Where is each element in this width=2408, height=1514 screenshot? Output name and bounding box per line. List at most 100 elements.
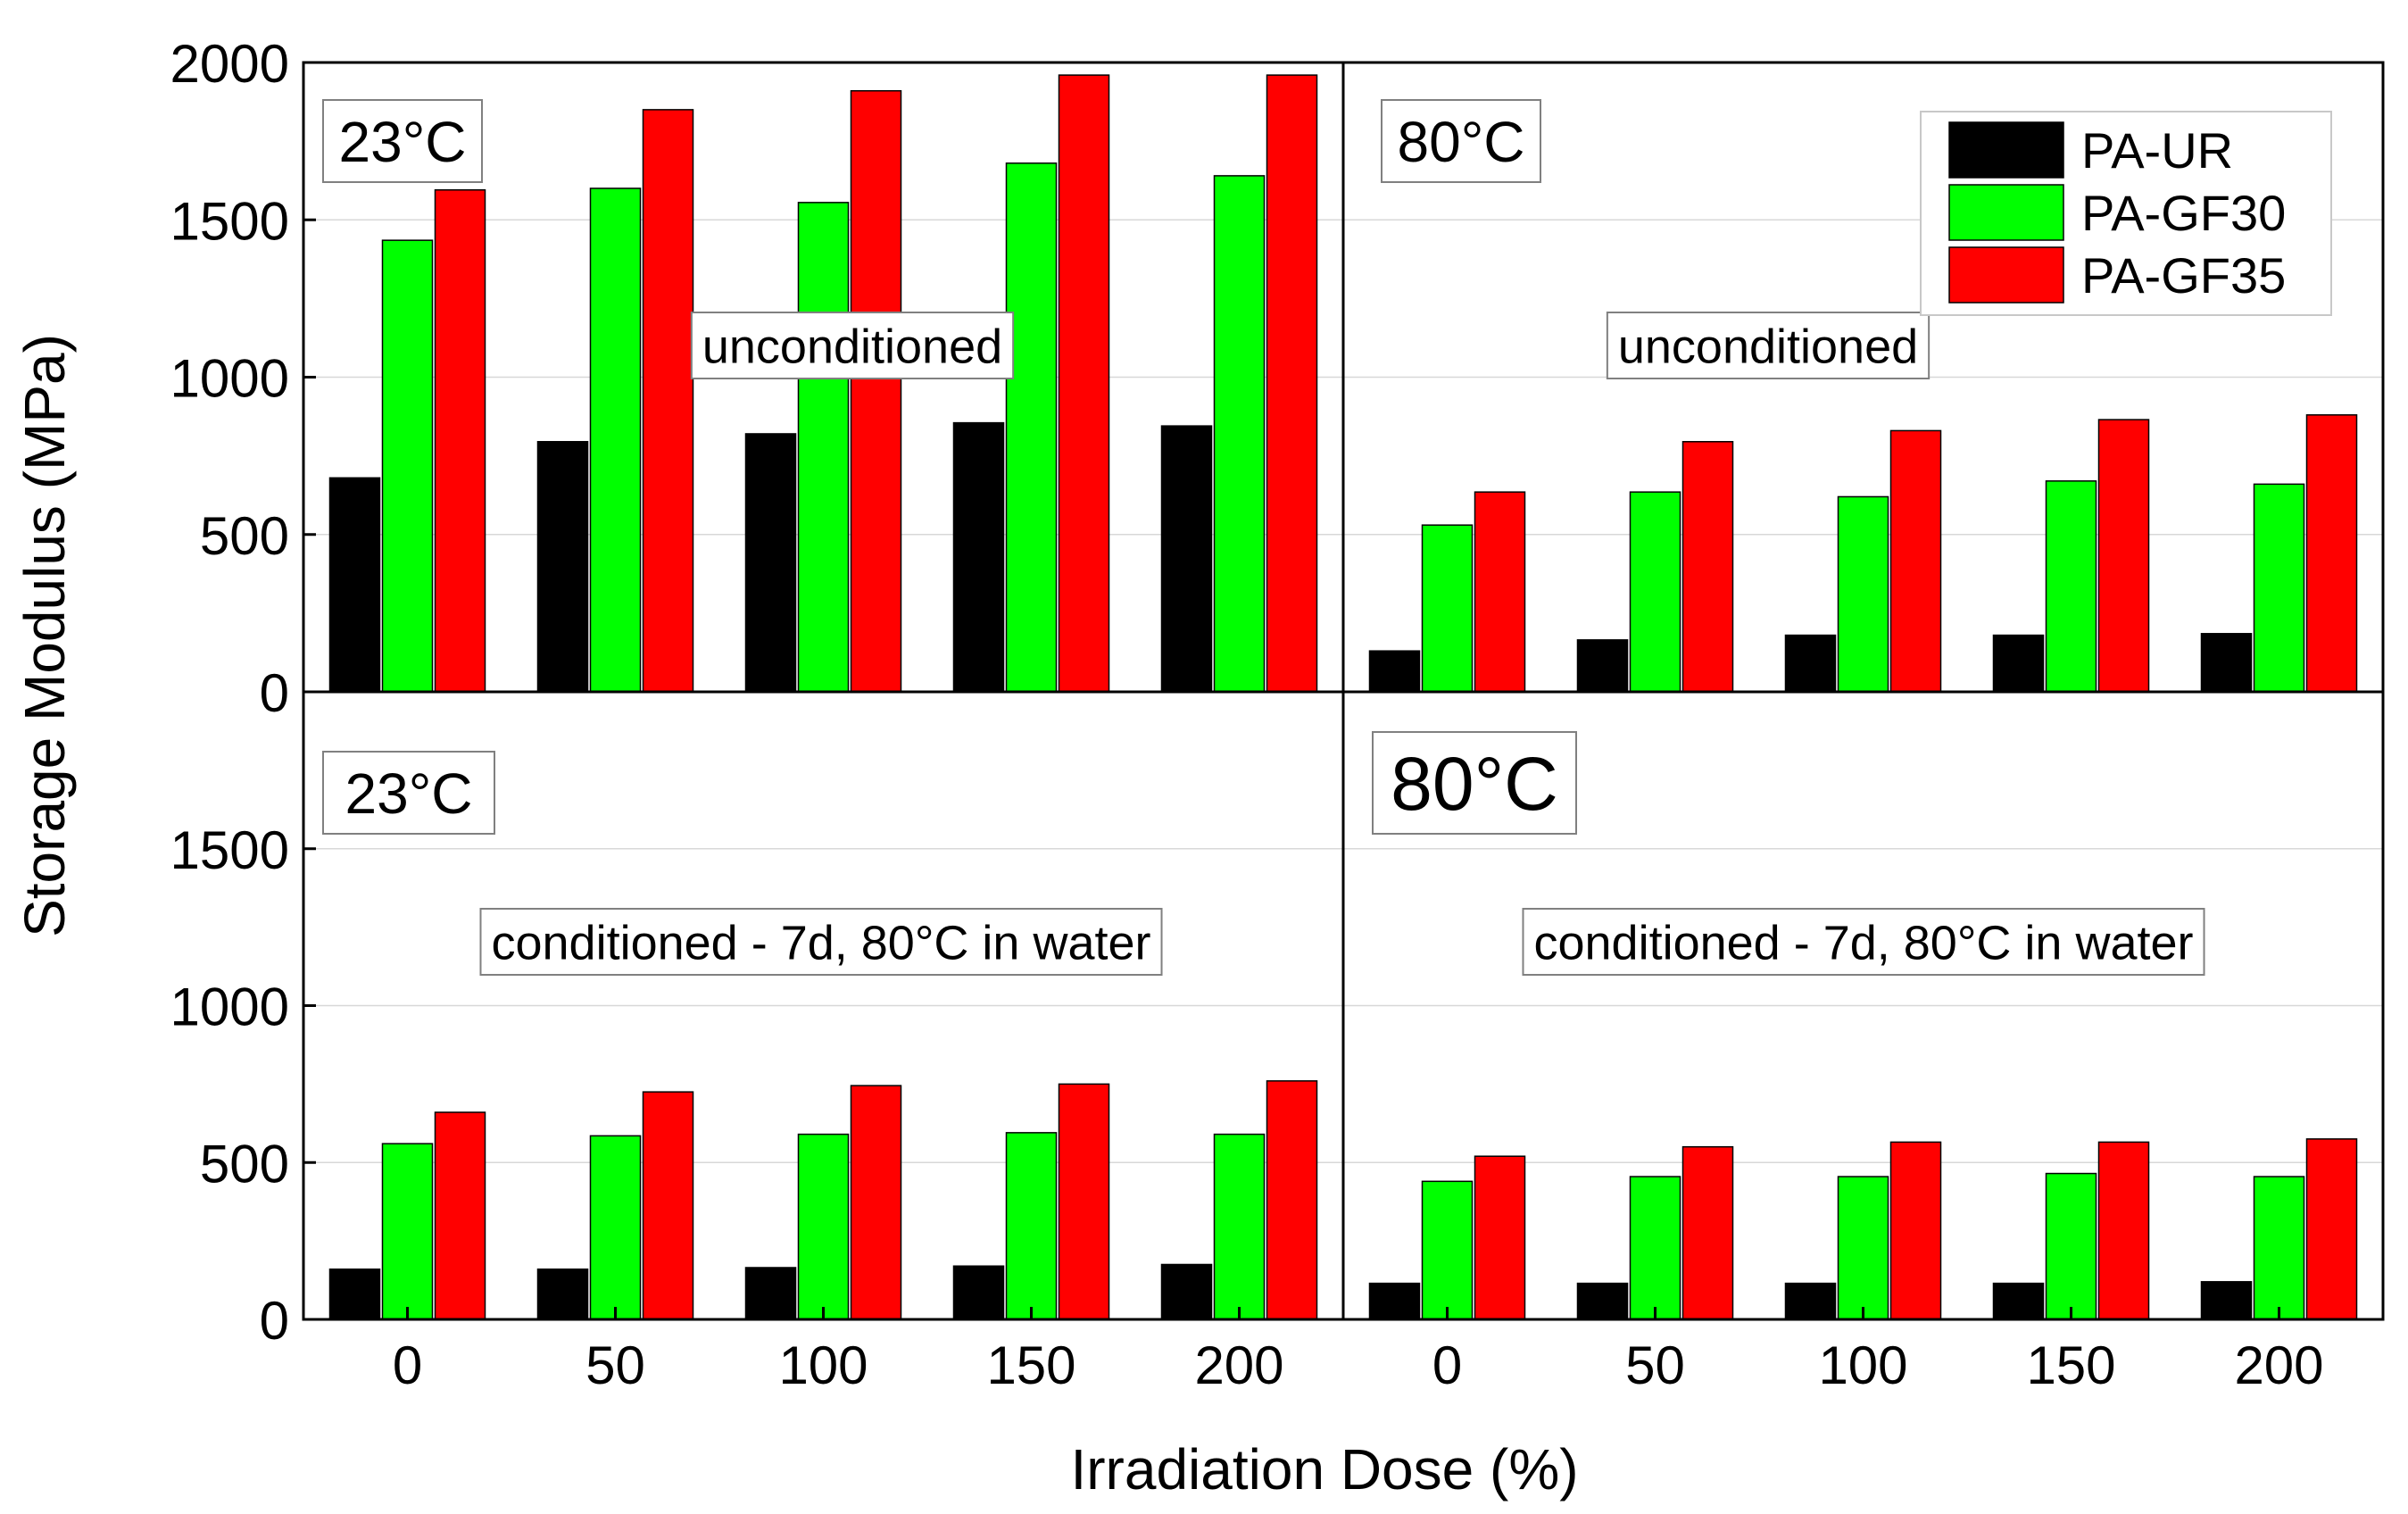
bar-bottom-right-pa-gf30-100 — [1837, 1176, 1889, 1320]
bar-top-right-pa-gf30-150 — [2045, 480, 2097, 693]
condition-label: conditioned - 7d, 80°C in water — [1533, 916, 2193, 969]
bar-top-right-pa-ur-100 — [1784, 634, 1837, 693]
bar-top-left-pa-ur-200 — [1160, 425, 1213, 693]
bar-bottom-left-pa-gf35-200 — [1266, 1080, 1318, 1320]
bar-bottom-left-pa-ur-100 — [744, 1267, 797, 1320]
y-tick-label: 500 — [200, 1134, 289, 1194]
y-tick-label: 1000 — [170, 977, 289, 1037]
legend-label-pa-ur: PA-UR — [2081, 122, 2233, 179]
x-tick-label: 50 — [1625, 1335, 1685, 1395]
x-tick-label: 50 — [585, 1335, 645, 1395]
bar-bottom-right-pa-gf35-50 — [1681, 1145, 1734, 1320]
bar-bottom-left-pa-gf35-150 — [1058, 1083, 1110, 1320]
bar-top-right-pa-ur-0 — [1368, 650, 1421, 693]
bar-bottom-left-pa-gf30-50 — [589, 1135, 642, 1320]
bar-top-right-pa-gf30-0 — [1421, 524, 1474, 693]
bar-top-right-pa-gf35-50 — [1681, 441, 1734, 693]
bar-top-right-pa-gf35-150 — [2097, 419, 2150, 693]
bar-top-left-pa-gf35-200 — [1266, 74, 1318, 693]
bars-layer — [328, 74, 2358, 1320]
legend-swatch-pa-gf35 — [1948, 246, 2064, 304]
bar-top-left-pa-gf35-100 — [850, 89, 902, 693]
temperature-label-box — [322, 751, 495, 835]
temperature-label-box — [1381, 99, 1541, 183]
bar-bottom-right-pa-gf35-0 — [1474, 1155, 1526, 1320]
bar-bottom-left-pa-gf35-100 — [850, 1085, 902, 1320]
y-tick-label: 2000 — [170, 34, 289, 94]
bar-top-left-pa-ur-100 — [744, 433, 797, 693]
x-tick-label: 150 — [986, 1335, 1075, 1395]
bar-bottom-right-pa-gf35-150 — [2097, 1141, 2150, 1320]
bar-top-right-pa-gf35-0 — [1474, 491, 1526, 693]
x-axis-title: Irradiation Dose (%) — [1070, 1437, 1578, 1502]
bar-bottom-right-pa-ur-50 — [1576, 1282, 1629, 1320]
bar-bottom-right-pa-ur-100 — [1784, 1282, 1837, 1320]
y-tick-label: 0 — [260, 663, 289, 723]
bar-bottom-left-pa-gf30-100 — [797, 1133, 850, 1320]
bar-top-right-pa-ur-150 — [1992, 634, 2045, 693]
y-tick-label: 500 — [200, 506, 289, 566]
bar-top-left-pa-gf30-50 — [589, 187, 642, 693]
bar-bottom-left-pa-ur-150 — [952, 1265, 1005, 1320]
condition-label: conditioned - 7d, 80°C in water — [491, 916, 1150, 969]
bar-bottom-right-pa-gf35-200 — [2305, 1138, 2358, 1320]
legend-layer: PA-UR PA-GF30 PA-GF35 — [1920, 111, 2332, 316]
bar-bottom-right-pa-gf30-0 — [1421, 1180, 1474, 1320]
bar-bottom-left-pa-gf30-150 — [1005, 1132, 1058, 1320]
bar-bottom-left-pa-ur-200 — [1160, 1263, 1213, 1320]
legend-swatch-pa-gf30 — [1948, 184, 2064, 241]
condition-label-box — [1606, 312, 1931, 379]
bar-bottom-right-pa-ur-0 — [1368, 1282, 1421, 1320]
bar-top-left-pa-ur-0 — [328, 477, 381, 693]
bar-top-right-pa-gf30-50 — [1629, 491, 1681, 693]
bar-bottom-right-pa-ur-200 — [2200, 1281, 2253, 1320]
legend-label-pa-gf30: PA-GF30 — [2081, 185, 2286, 241]
bar-top-left-pa-gf30-200 — [1213, 175, 1266, 693]
bar-top-left-pa-gf35-0 — [434, 189, 486, 693]
bar-top-left-pa-ur-50 — [536, 441, 589, 693]
bar-top-left-pa-gf30-100 — [797, 202, 850, 693]
bar-top-right-pa-ur-50 — [1576, 639, 1629, 693]
bar-top-left-pa-gf30-150 — [1005, 162, 1058, 693]
temperature-label-box — [1372, 731, 1577, 835]
bar-bottom-right-pa-ur-150 — [1992, 1282, 2045, 1320]
bar-bottom-right-pa-gf35-100 — [1889, 1141, 1942, 1320]
y-tick-label: 1500 — [170, 820, 289, 880]
y-tick-label: 1500 — [170, 191, 289, 251]
axes-layer — [302, 61, 2385, 1321]
bar-bottom-left-pa-gf35-0 — [434, 1111, 486, 1320]
bar-top-right-pa-gf35-100 — [1889, 429, 1942, 693]
annotation-layer: 23°C unconditioned 80°C unconditioned 23°C co… — [322, 99, 2205, 976]
bar-bottom-right-pa-gf30-150 — [2045, 1172, 2097, 1320]
bar-bottom-left-pa-ur-50 — [536, 1269, 589, 1320]
condition-label-box — [1522, 908, 2205, 976]
condition-label-box — [690, 312, 1015, 379]
temperature-label-box — [322, 99, 483, 183]
temperature-label: 23°C — [345, 761, 473, 826]
y-tick-label: 0 — [260, 1291, 289, 1351]
x-tick-label: 0 — [393, 1335, 422, 1395]
x-tick-label: 0 — [1432, 1335, 1462, 1395]
bar-top-left-pa-gf35-50 — [642, 109, 694, 693]
legend-label-pa-gf35: PA-GF35 — [2081, 247, 2286, 304]
bar-top-left-pa-gf35-150 — [1058, 74, 1110, 693]
temperature-label: 80°C — [1398, 110, 1525, 174]
bar-bottom-right-pa-gf30-50 — [1629, 1176, 1681, 1320]
bar-bottom-left-pa-gf30-200 — [1213, 1133, 1266, 1320]
x-tick-label: 100 — [1818, 1335, 1907, 1395]
legend-swatch-pa-ur — [1948, 121, 2064, 179]
bar-top-right-pa-gf35-200 — [2305, 414, 2358, 693]
bar-top-left-pa-gf30-0 — [381, 239, 434, 693]
x-tick-label: 200 — [2234, 1335, 2323, 1395]
temperature-label: 80°C — [1391, 742, 1558, 826]
x-tick-label: 150 — [2026, 1335, 2115, 1395]
condition-label: unconditioned — [1618, 320, 1918, 373]
bar-bottom-left-pa-ur-0 — [328, 1269, 381, 1320]
bar-top-right-pa-gf30-200 — [2253, 483, 2305, 693]
bar-bottom-left-pa-gf30-0 — [381, 1143, 434, 1320]
bar-top-right-pa-gf30-100 — [1837, 495, 1889, 693]
temperature-label: 23°C — [339, 110, 467, 174]
x-tick-label: 200 — [1194, 1335, 1283, 1395]
